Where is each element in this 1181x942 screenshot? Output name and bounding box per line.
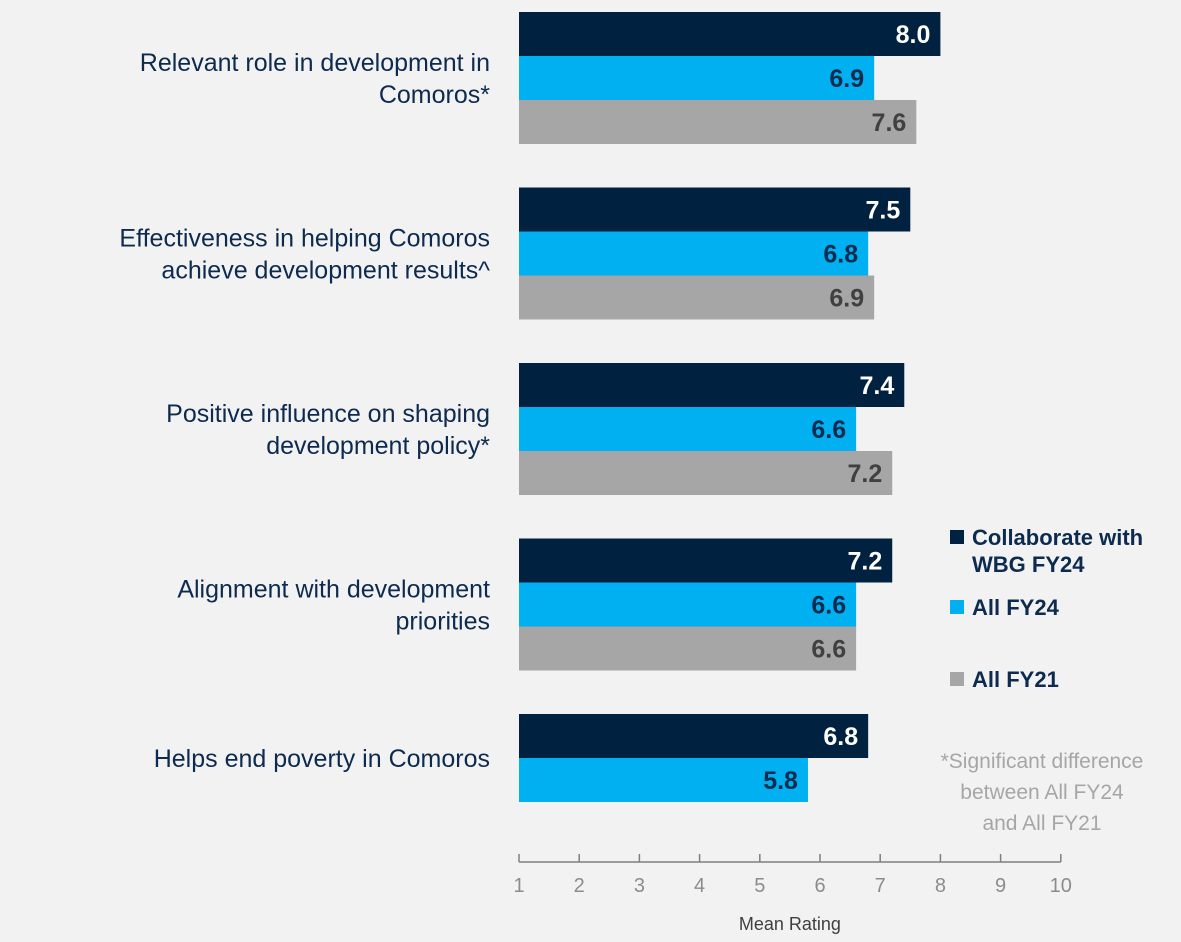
x-tick-label: 8 bbox=[935, 875, 946, 897]
bar bbox=[519, 187, 911, 232]
legend-swatch bbox=[950, 600, 964, 614]
value-label: 7.5 bbox=[866, 197, 901, 225]
x-tick-label: 4 bbox=[694, 875, 705, 897]
category-label: Comoros* bbox=[379, 81, 490, 109]
bar bbox=[519, 451, 893, 495]
bar bbox=[519, 231, 869, 276]
category-label: priorities bbox=[396, 608, 490, 636]
category-label: achieve development results^ bbox=[161, 257, 490, 285]
value-label: 8.0 bbox=[896, 21, 931, 49]
bar bbox=[519, 275, 875, 320]
x-axis-title: Mean Rating bbox=[739, 914, 841, 934]
significance-note: *Significant difference between All FY24 a… bbox=[941, 750, 1144, 835]
bar bbox=[519, 363, 905, 407]
category-label: Positive influence on shaping bbox=[166, 400, 490, 428]
bar bbox=[519, 714, 869, 758]
category-labels: Relevant role in development in Comoros* E… bbox=[119, 49, 490, 773]
value-label: 6.9 bbox=[829, 285, 864, 313]
x-tick-label: 1 bbox=[513, 875, 524, 897]
value-labels: 8.06.97.67.56.86.97.46.67.27.26.66.66.85… bbox=[763, 21, 930, 795]
x-tick-label: 2 bbox=[574, 875, 585, 897]
value-label: 6.6 bbox=[811, 416, 846, 444]
x-tick-label: 6 bbox=[814, 875, 825, 897]
bar bbox=[519, 407, 857, 451]
bar bbox=[519, 758, 808, 802]
legend-label: All FY24 bbox=[972, 595, 1060, 620]
category-label: Relevant role in development in bbox=[140, 49, 490, 77]
bar bbox=[519, 12, 941, 56]
legend-label: Collaborate with bbox=[972, 525, 1143, 550]
legend-label: WBG FY24 bbox=[972, 552, 1085, 577]
category-label: Effectiveness in helping Comoros bbox=[119, 225, 490, 253]
legend-swatch bbox=[950, 530, 964, 544]
value-label: 7.2 bbox=[847, 548, 882, 576]
value-label: 6.9 bbox=[829, 65, 864, 93]
x-tick-label: 5 bbox=[754, 875, 765, 897]
value-label: 6.8 bbox=[823, 723, 858, 751]
bar bbox=[519, 100, 917, 144]
value-label: 7.2 bbox=[847, 460, 882, 488]
legend-swatch bbox=[950, 672, 964, 686]
x-tick-label: 10 bbox=[1050, 875, 1072, 897]
x-tick-label: 7 bbox=[875, 875, 886, 897]
value-label: 5.8 bbox=[763, 767, 798, 795]
value-label: 6.8 bbox=[823, 241, 858, 269]
x-axis: 1 2 3 4 5 6 7 8 9 10 bbox=[513, 854, 1072, 897]
note-line: *Significant difference bbox=[941, 750, 1144, 773]
value-label: 6.6 bbox=[811, 592, 846, 620]
bar bbox=[519, 538, 893, 583]
bar bbox=[519, 582, 857, 627]
note-line: between All FY24 bbox=[960, 781, 1124, 804]
value-label: 7.6 bbox=[872, 109, 907, 137]
note-line: and All FY21 bbox=[982, 812, 1101, 835]
category-label: Helps end poverty in Comoros bbox=[154, 745, 490, 773]
bar bbox=[519, 626, 857, 671]
category-label: development policy* bbox=[266, 432, 490, 460]
value-label: 6.6 bbox=[811, 636, 846, 664]
bars bbox=[519, 12, 941, 802]
bar bbox=[519, 56, 875, 100]
value-label: 7.4 bbox=[860, 372, 895, 400]
x-tick-label: 9 bbox=[995, 875, 1006, 897]
legend-label: All FY21 bbox=[972, 667, 1059, 692]
x-tick-label: 3 bbox=[634, 875, 645, 897]
category-label: Alignment with development bbox=[177, 576, 490, 604]
